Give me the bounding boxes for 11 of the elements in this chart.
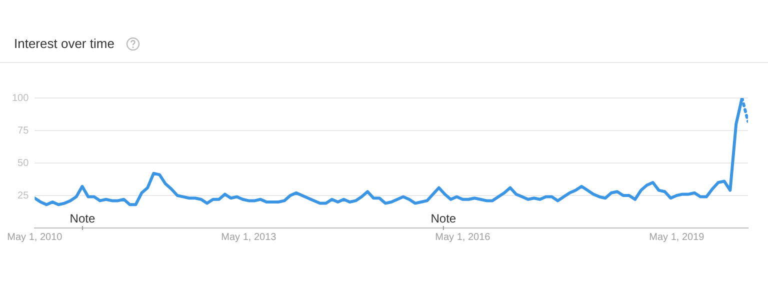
annotation: Note: [70, 211, 96, 226]
y-tick-label: 50: [18, 158, 30, 169]
y-tick-label: 75: [18, 125, 30, 136]
y-tick-label: 25: [18, 190, 30, 202]
y-tick-label: 100: [12, 92, 30, 104]
annotation: Note: [430, 211, 456, 226]
x-tick-label: May 1, 2010: [7, 232, 63, 243]
chart-title: Interest over time: [14, 36, 114, 51]
x-tick-label: May 1, 2019: [649, 232, 705, 243]
x-tick-label: May 1, 2016: [435, 232, 491, 243]
x-tick-label: May 1, 2013: [221, 232, 277, 243]
